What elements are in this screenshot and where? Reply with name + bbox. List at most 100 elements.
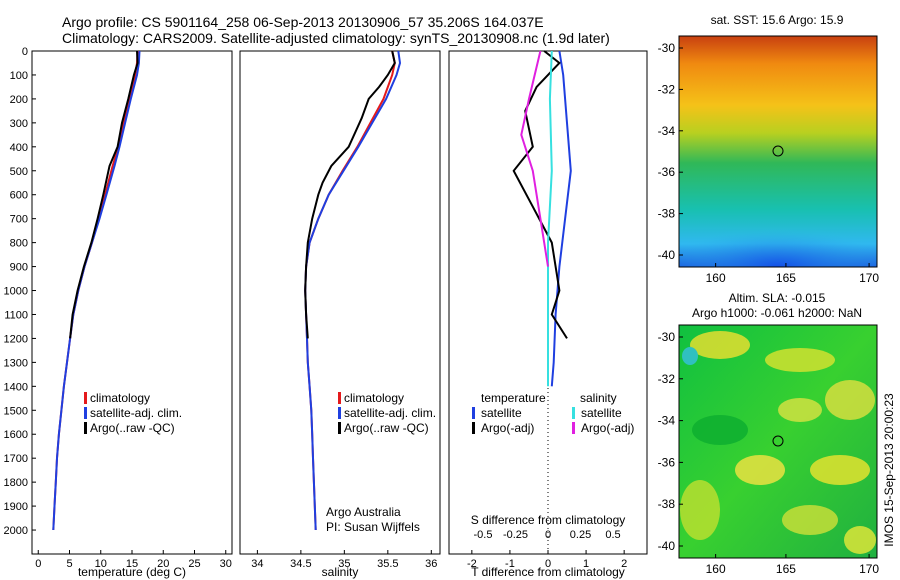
title-line1: Argo profile: CS 5901164_258 06-Sep-2013… bbox=[62, 14, 544, 30]
x-tick-label: 25 bbox=[188, 558, 200, 570]
sla-blob bbox=[844, 526, 876, 554]
sst-cold-region bbox=[679, 200, 877, 267]
temperature-axis-label: temperature (deg C) bbox=[78, 565, 186, 579]
s-tick-label: 0.5 bbox=[605, 529, 620, 541]
legend-swatch-s-satellite bbox=[572, 407, 575, 419]
sla-blob bbox=[810, 455, 870, 485]
depth-tick-label: 600 bbox=[10, 190, 28, 202]
x-tick-label: 10 bbox=[95, 558, 107, 570]
legend-swatch-satellite bbox=[338, 407, 341, 419]
legend-label-t-satellite: satellite bbox=[481, 406, 522, 420]
sla-blob bbox=[765, 348, 835, 372]
legend-label-s-satellite: satellite bbox=[581, 406, 622, 420]
t-difference-x-axis: -2 -1 0 1 2 bbox=[467, 550, 627, 570]
sst-map-title: sat. SST: 15.6 Argo: 15.9 bbox=[711, 13, 844, 27]
temperature-panel: 0100200300400500600700800900100011001200… bbox=[4, 46, 233, 579]
sla-blob bbox=[735, 455, 785, 485]
sla-map-title2: Argo h1000: -0.061 h2000: NaN bbox=[692, 306, 862, 320]
x-tick-label: 0 bbox=[545, 558, 551, 570]
legend-swatch-t-satellite bbox=[472, 407, 475, 419]
depth-tick-label: 1300 bbox=[4, 357, 28, 369]
salinity-axis-label: salinity bbox=[322, 565, 359, 579]
depth-tick-label: 1700 bbox=[4, 453, 28, 465]
legend-swatch-climatology bbox=[338, 392, 341, 404]
sla-anomaly-blobs bbox=[680, 331, 876, 554]
map-y-tick-label: -38 bbox=[658, 207, 676, 221]
s-difference-x-axis: -0.5 -0.25 0 0.25 0.5 bbox=[474, 529, 621, 541]
series-line-argo--adj- bbox=[512, 50, 568, 339]
series-line-argo--adj- bbox=[520, 50, 549, 267]
depth-tick-label: 1200 bbox=[4, 333, 28, 345]
x-tick-label: 0 bbox=[35, 558, 41, 570]
x-tick-label: 15 bbox=[126, 558, 138, 570]
s-tick-label: -0.25 bbox=[503, 529, 528, 541]
x-tick-label: 35.5 bbox=[377, 558, 398, 570]
sla-blob bbox=[692, 415, 748, 445]
s-difference-axis-label: S difference from climatology bbox=[471, 513, 626, 527]
series-line-satellite bbox=[547, 50, 553, 387]
depth-tick-label: 1800 bbox=[4, 477, 28, 489]
depth-tick-label: 1500 bbox=[4, 405, 28, 417]
sla-blob bbox=[682, 347, 698, 365]
series-line-satellite bbox=[550, 50, 572, 387]
legend-swatch-s-argo bbox=[572, 422, 575, 434]
depth-tick-label: 1600 bbox=[4, 429, 28, 441]
argo-location-marker bbox=[772, 145, 784, 157]
s-tick-label: 0 bbox=[545, 529, 551, 541]
depth-tick-label: 1400 bbox=[4, 381, 28, 393]
temperature-x-axis: 0 5 10 15 20 25 30 bbox=[35, 550, 232, 570]
map-x-tick-label: 170 bbox=[859, 271, 879, 285]
depth-tick-label: 2000 bbox=[4, 525, 28, 537]
difference-series bbox=[512, 50, 572, 387]
depth-tick-label: 400 bbox=[10, 142, 28, 154]
depth-tick-label: 1000 bbox=[4, 286, 28, 298]
sla-blob bbox=[782, 505, 838, 535]
legend-swatch-argo bbox=[84, 422, 87, 434]
map-y-tick-label: -40 bbox=[658, 539, 676, 553]
x-tick-label: 20 bbox=[157, 558, 169, 570]
map-x-tick-label: 160 bbox=[706, 562, 726, 576]
legend-swatch-argo bbox=[338, 422, 341, 434]
annotation-pi: PI: Susan Wijffels bbox=[326, 520, 420, 534]
sla-map-frame bbox=[678, 324, 878, 559]
sla-map-title1: Altim. SLA: -0.015 bbox=[729, 291, 826, 305]
title-line2: Climatology: CARS2009. Satellite-adjuste… bbox=[62, 30, 610, 46]
legend-swatch-climatology bbox=[84, 392, 87, 404]
x-tick-label: 2 bbox=[621, 558, 627, 570]
x-tick-label: 1 bbox=[583, 558, 589, 570]
sla-map-axes: 160 165 170 -30 -32 -34 -36 -38 -40 bbox=[658, 330, 880, 576]
depth-tick-label: 500 bbox=[10, 166, 28, 178]
map-y-tick-label: -30 bbox=[658, 330, 676, 344]
imos-side-label: IMOS 15-Sep-2013 20:00:23 bbox=[882, 393, 896, 547]
map-x-tick-label: 165 bbox=[776, 271, 796, 285]
x-tick-label: 5 bbox=[66, 558, 72, 570]
legend-label-climatology: climatology bbox=[344, 391, 404, 405]
argo-location-marker bbox=[772, 435, 784, 447]
salinity-panel: 34 34.5 35 35.5 36 climatology satellite-adj… bbox=[239, 50, 441, 579]
map-y-tick-label: -30 bbox=[658, 41, 676, 55]
depth-tick-label: 900 bbox=[10, 262, 28, 274]
x-tick-label: 36 bbox=[425, 558, 437, 570]
map-x-tick-label: 160 bbox=[706, 271, 726, 285]
salinity-series bbox=[304, 50, 402, 531]
legend-header-temperature: temperature bbox=[481, 391, 546, 405]
salinity-axes-frame bbox=[239, 50, 441, 555]
map-y-tick-label: -34 bbox=[658, 124, 676, 138]
sla-blob bbox=[680, 480, 720, 540]
sst-map: sat. SST: 15.6 Argo: 15.9 bbox=[658, 13, 880, 285]
sla-map: Altim. SLA: -0.015 Argo h1000: -0.061 h2… bbox=[658, 291, 880, 576]
s-tick-label: -0.5 bbox=[474, 529, 493, 541]
map-y-tick-label: -34 bbox=[658, 414, 676, 428]
t-difference-axis-label: T difference from climatology bbox=[471, 565, 625, 579]
annotation-argo-australia: Argo Australia bbox=[326, 505, 401, 519]
legend-label-t-argo: Argo(-adj) bbox=[481, 421, 534, 435]
depth-axis: 0 100 200 300 400 500 600 700 800 900 1000 1100 1200… bbox=[4, 46, 36, 537]
map-x-tick-label: 165 bbox=[776, 562, 796, 576]
map-y-tick-label: -32 bbox=[658, 372, 676, 386]
salinity-x-axis: 34 34.5 35 35.5 36 bbox=[251, 550, 437, 570]
legend-label-satellite: satellite-adj. clim. bbox=[90, 406, 182, 420]
salinity-legend: climatology satellite-adj. clim. Argo(..… bbox=[338, 391, 436, 435]
sla-blob bbox=[825, 380, 875, 420]
sla-blob bbox=[690, 331, 750, 359]
